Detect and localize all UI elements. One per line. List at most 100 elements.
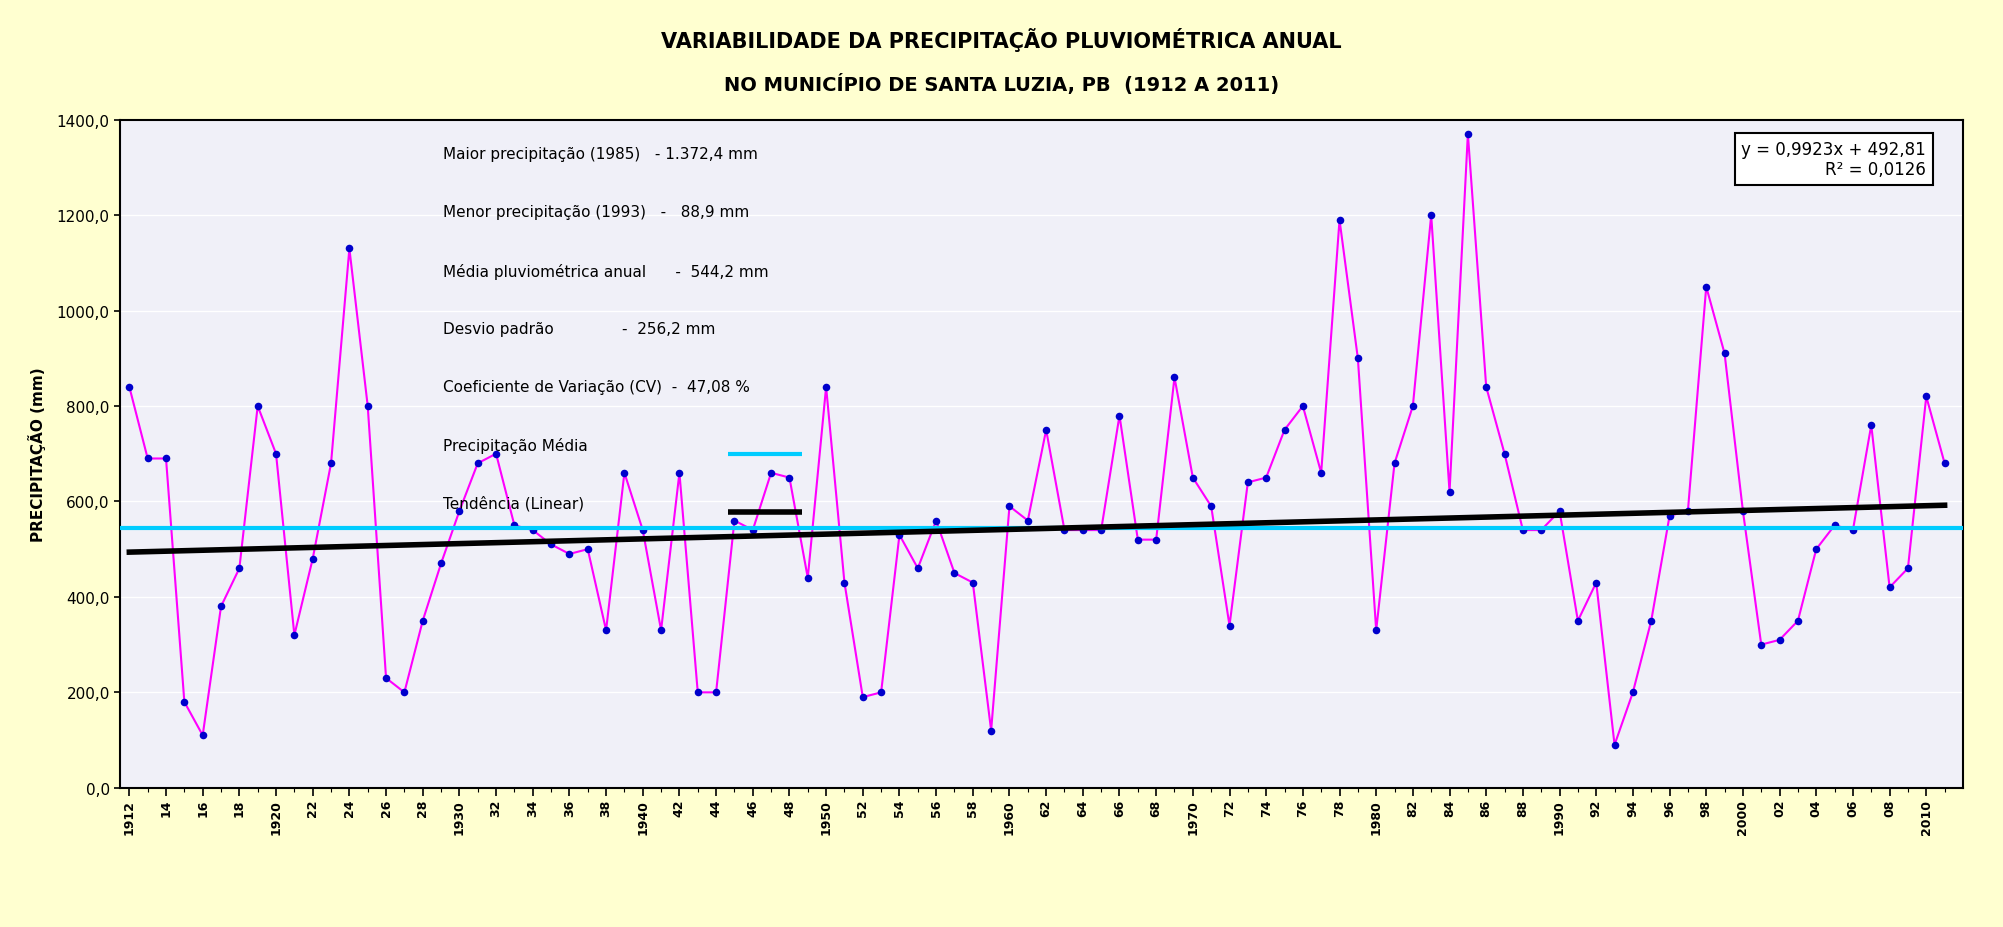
Point	[114, 380, 146, 395]
Point	[186, 728, 218, 743]
Point	[1893, 561, 1925, 576]
Point	[1068, 523, 1100, 538]
Point	[957, 576, 989, 590]
Point	[1360, 623, 1392, 638]
Point	[1470, 380, 1502, 395]
Point	[1250, 471, 1282, 486]
Point	[1691, 280, 1723, 295]
Point	[791, 571, 823, 586]
Point	[829, 576, 861, 590]
Point	[1048, 523, 1080, 538]
Point	[1030, 423, 1062, 438]
Point	[1452, 127, 1484, 142]
Point	[389, 685, 421, 700]
Point	[1086, 523, 1118, 538]
Point	[260, 447, 292, 462]
Point	[242, 400, 274, 414]
Point	[1911, 389, 1943, 404]
Point	[204, 600, 236, 615]
Point	[939, 566, 971, 581]
Point	[517, 523, 549, 538]
Point	[645, 623, 677, 638]
Text: NO MUNICÍPIO DE SANTA LUZIA, PB  (1912 A 2011): NO MUNICÍPIO DE SANTA LUZIA, PB (1912 A …	[723, 74, 1280, 95]
Point	[865, 685, 897, 700]
Point	[737, 523, 769, 538]
Point	[1232, 476, 1264, 490]
Point	[499, 518, 531, 533]
Point	[1855, 418, 1887, 433]
Point	[1214, 618, 1246, 633]
Point	[1158, 371, 1190, 386]
Text: Coeficiente de Variação (CV)  -  47,08 %: Coeficiente de Variação (CV) - 47,08 %	[443, 379, 749, 395]
Point	[1727, 504, 1759, 519]
Point	[1783, 614, 1815, 629]
Point	[1709, 347, 1741, 362]
Point	[1634, 614, 1666, 629]
Point	[353, 400, 385, 414]
Point	[571, 542, 603, 557]
Point	[883, 527, 915, 542]
Point	[1616, 685, 1648, 700]
Point	[1929, 456, 1961, 471]
Point	[1434, 485, 1466, 500]
Point	[1416, 209, 1448, 223]
Point	[1763, 633, 1795, 648]
Point	[663, 466, 695, 481]
Point	[1745, 638, 1777, 653]
Text: VARIABILIDADE DA PRECIPITAÇÃO PLUVIOMÉTRICA ANUAL: VARIABILIDADE DA PRECIPITAÇÃO PLUVIOMÉTR…	[661, 28, 1342, 52]
Point	[809, 380, 841, 395]
Point	[919, 514, 951, 528]
Point	[425, 556, 457, 571]
Point	[535, 538, 567, 552]
Point	[1178, 471, 1210, 486]
Point	[1396, 400, 1428, 414]
Text: Menor precipitação (1993)   -   88,9 mm: Menor precipitação (1993) - 88,9 mm	[443, 205, 749, 221]
Point	[591, 623, 623, 638]
Point	[371, 671, 403, 686]
Point	[1104, 409, 1136, 424]
Point	[150, 451, 182, 466]
Point	[1268, 423, 1300, 438]
Point	[681, 685, 713, 700]
Point	[609, 466, 641, 481]
Point	[1324, 213, 1356, 228]
Point	[1506, 523, 1538, 538]
Point	[1562, 614, 1594, 629]
Point	[1544, 504, 1576, 519]
Point	[224, 561, 256, 576]
Point	[1012, 514, 1044, 528]
Point	[1837, 523, 1869, 538]
Point	[627, 523, 659, 538]
Point	[1873, 580, 1905, 595]
Point	[132, 451, 164, 466]
Text: Precipitação Média: Precipitação Média	[443, 438, 587, 453]
Point	[278, 628, 310, 642]
Point	[1140, 533, 1172, 548]
Point	[1306, 466, 1338, 481]
Point	[443, 504, 475, 519]
Point	[1196, 500, 1228, 514]
Point	[296, 552, 328, 566]
Point	[1286, 400, 1318, 414]
Point	[1673, 504, 1705, 519]
Point	[1654, 509, 1687, 524]
Point	[168, 694, 200, 709]
Point	[1819, 518, 1851, 533]
Point	[553, 547, 585, 562]
Point	[1488, 447, 1520, 462]
Point	[1598, 738, 1630, 753]
Point	[701, 685, 733, 700]
Point	[1580, 576, 1612, 590]
Point	[1801, 542, 1833, 557]
Text: Tendência (Linear): Tendência (Linear)	[443, 496, 583, 511]
Point	[1122, 533, 1154, 548]
Y-axis label: PRECIPITAÇÃO (mm): PRECIPITAÇÃO (mm)	[28, 367, 46, 541]
Point	[314, 456, 347, 471]
Point	[1524, 523, 1556, 538]
Point	[463, 456, 495, 471]
Text: Média pluviométrica anual      -  544,2 mm: Média pluviométrica anual - 544,2 mm	[443, 263, 769, 279]
Point	[481, 447, 513, 462]
Text: Desvio padrão              -  256,2 mm: Desvio padrão - 256,2 mm	[443, 322, 715, 337]
Point	[332, 242, 365, 257]
Point	[901, 561, 933, 576]
